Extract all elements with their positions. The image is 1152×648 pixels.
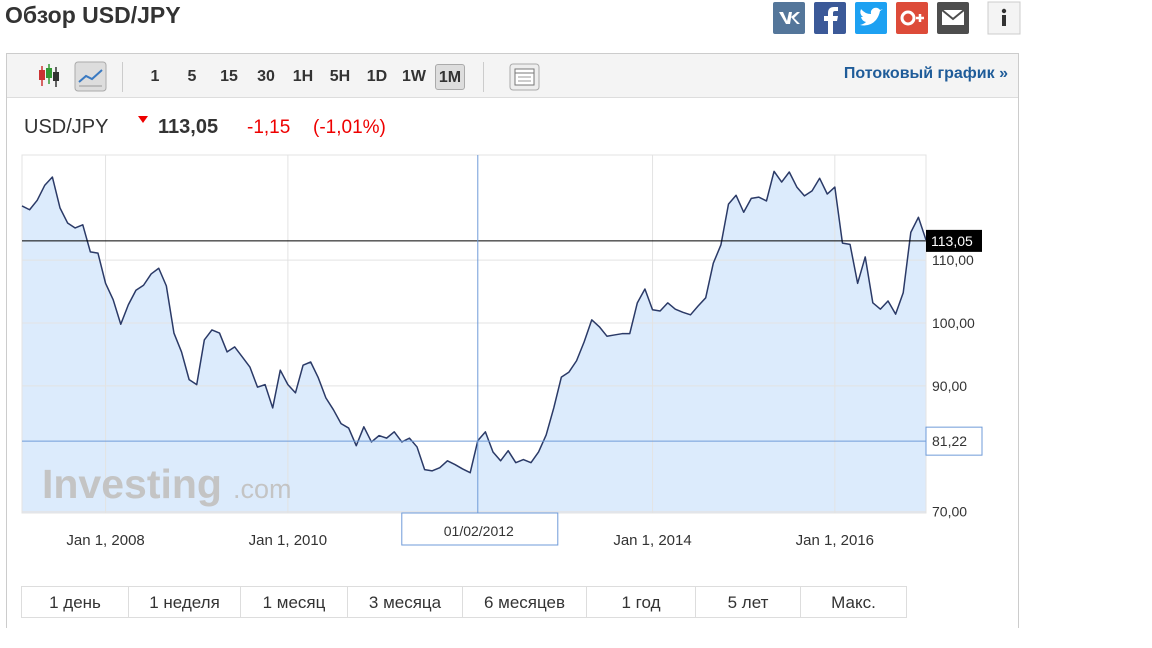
share-icons	[773, 1, 1021, 35]
range-button[interactable]: Макс.	[800, 586, 907, 618]
googleplus-plus	[916, 14, 924, 22]
range-buttons: 1 день 1 неделя 1 месяц 3 месяца 6 месяцев 1 …	[21, 586, 907, 618]
interval-button[interactable]: 5	[187, 68, 197, 85]
chart-panel	[6, 53, 1019, 628]
watermark: Investing	[42, 461, 222, 507]
interval-button[interactable]: 1W	[402, 68, 426, 85]
crosshair-value-label: 81,22	[932, 433, 967, 449]
y-tick-label: 110,00	[932, 252, 974, 268]
price-line	[21, 170, 927, 474]
range-button[interactable]: 3 месяца	[347, 586, 463, 618]
vk-glyph	[779, 12, 800, 24]
y-tick-label: 90,00	[932, 378, 967, 394]
quote-price: 113,05	[158, 116, 219, 138]
watermark: .com	[233, 474, 292, 504]
interval-button[interactable]: 5H	[329, 68, 351, 85]
interval-button[interactable]: 1H	[292, 68, 314, 85]
info-dot	[1001, 8, 1007, 14]
candlestick-icon[interactable]	[39, 64, 59, 87]
stream-link[interactable]: Потоковый график »	[843, 65, 1008, 82]
range-button[interactable]: 1 неделя	[128, 586, 241, 618]
range-button[interactable]: 5 лет	[695, 586, 801, 618]
crosshair-value-box	[925, 426, 983, 456]
down-arrow	[138, 116, 148, 123]
toolbar-icons	[39, 61, 540, 92]
interval-button[interactable]: 30	[257, 68, 275, 85]
page-title: Обзор USD/JPY	[5, 2, 181, 28]
twitter-glyph	[860, 7, 883, 26]
x-tick-label: Jan 1, 2010	[249, 532, 327, 549]
facebook-glyph	[824, 7, 838, 34]
toolbar-separator	[483, 62, 484, 92]
range-button[interactable]: 1 день	[21, 586, 129, 618]
interval-button[interactable]: 1D	[366, 68, 388, 85]
interval-button[interactable]: 1	[150, 68, 160, 85]
range-button[interactable]: 1 год	[586, 586, 696, 618]
y-tick-label: 70,00	[932, 504, 967, 520]
email-flap	[941, 9, 965, 21]
toolbar-separator	[122, 62, 123, 92]
last-price-label: 113,05	[931, 233, 973, 249]
x-tick-label: Jan 1, 2008	[66, 532, 144, 549]
quote-symbol: USD/JPY	[24, 116, 109, 138]
quote-change: -1,15	[247, 117, 291, 138]
crosshair-date-box	[401, 512, 559, 546]
googleplus-glyph	[900, 10, 916, 26]
table-icon[interactable]	[509, 63, 540, 91]
y-tick-label: 100,00	[932, 315, 975, 331]
chart: Investing .com 70,00 90,00 100,00 110,00 Jan 1…	[21, 154, 983, 549]
range-button[interactable]: 1 месяц	[240, 586, 348, 618]
crosshair-date-label: 01/02/2012	[444, 523, 514, 539]
area-fill	[22, 171, 926, 513]
line-chart-icon[interactable]	[74, 61, 107, 92]
last-price-box	[926, 229, 982, 252]
interval-button[interactable]: 1M	[435, 64, 465, 90]
info-glyph	[1002, 15, 1006, 26]
interval-button[interactable]: 15	[220, 68, 238, 85]
x-tick-label: Jan 1, 2016	[796, 532, 874, 549]
quote-change-percent: (-1,01%)	[313, 117, 386, 138]
range-button[interactable]: 6 месяцев	[462, 586, 587, 618]
googleplus-icon[interactable]	[896, 2, 928, 34]
x-tick-label: Jan 1, 2014	[613, 532, 691, 549]
